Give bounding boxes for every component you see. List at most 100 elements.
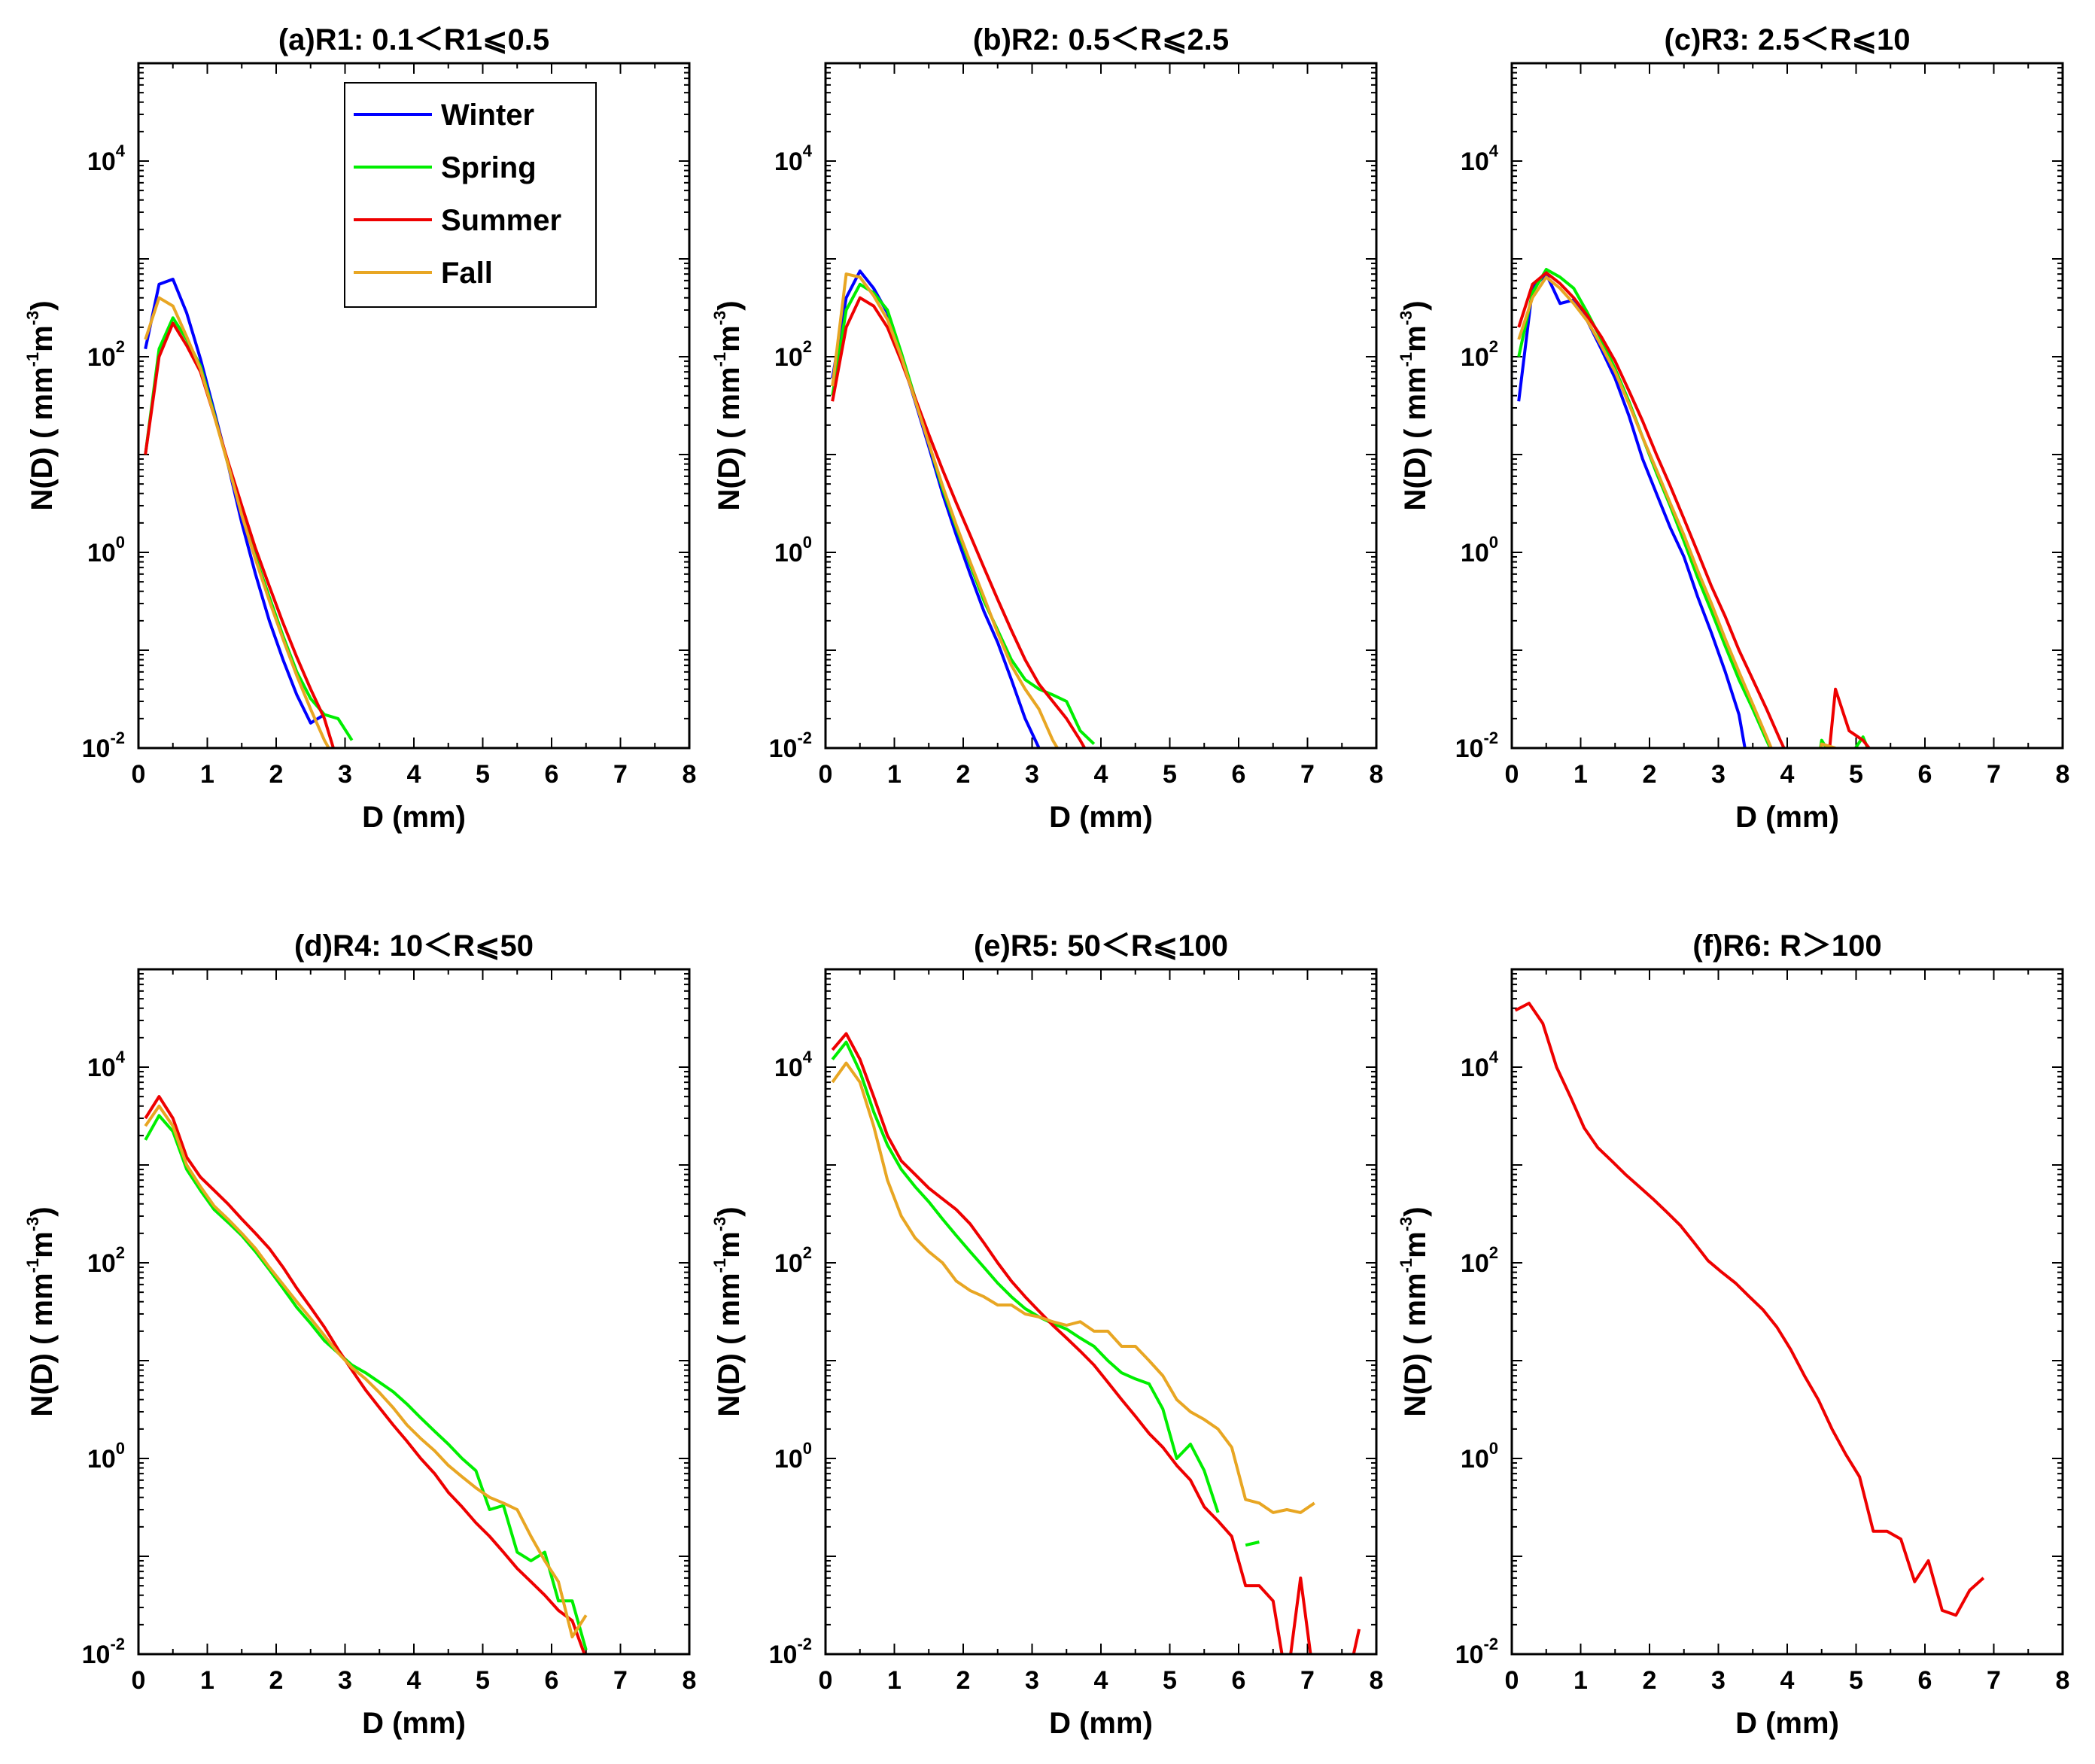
x-tick-label: 4 bbox=[1780, 1666, 1795, 1695]
x-tick-label: 5 bbox=[476, 1666, 490, 1695]
x-axis-label: D (mm) bbox=[1049, 801, 1153, 834]
x-tick-label: 0 bbox=[1505, 760, 1519, 789]
x-tick-label: 5 bbox=[1163, 1666, 1177, 1695]
legend: Winter Spring Summer Fall bbox=[344, 82, 597, 308]
x-tick-label: 0 bbox=[132, 1666, 146, 1695]
y-tick-label: 102 bbox=[1461, 1243, 1498, 1278]
x-tick-label: 3 bbox=[1025, 1666, 1039, 1695]
legend-box bbox=[344, 82, 597, 308]
chart-panel-2: 10-2 100 102 104 0 1 2 3 4 5 6 7 8 (c)R3: 2.5＜R⩽10 D (… bbox=[1397, 23, 2070, 834]
y-tick-label: 100 bbox=[87, 533, 125, 567]
x-tick-label: 3 bbox=[1025, 760, 1039, 789]
chart-title: (a)R1: 0.1＜R1⩽0.5 bbox=[278, 23, 549, 56]
x-tick-label: 7 bbox=[1300, 760, 1315, 789]
x-tick-label: 2 bbox=[1643, 760, 1657, 789]
axes-box bbox=[137, 62, 691, 750]
chart-panel-1: 10-2 100 102 104 0 1 2 3 4 5 6 7 8 (b)R2: 0.5＜R⩽2.5 D … bbox=[710, 23, 1383, 834]
y-tick-label: 10-2 bbox=[82, 1635, 125, 1669]
series-line-fall bbox=[831, 1061, 1315, 1514]
series-line-fall bbox=[144, 296, 331, 748]
y-tick-label: 104 bbox=[774, 141, 813, 176]
x-tick-label: 0 bbox=[132, 760, 146, 789]
x-axis-label: D (mm) bbox=[1735, 801, 1839, 834]
series-line-fall bbox=[1517, 275, 1836, 748]
series-line-fall bbox=[144, 1104, 588, 1639]
x-tick-label: 1 bbox=[887, 760, 902, 789]
series-line-spring bbox=[1517, 268, 1870, 748]
x-tick-label: 5 bbox=[1849, 1666, 1863, 1695]
x-tick-label: 0 bbox=[1505, 1666, 1519, 1695]
chart-title: (f)R6: R＞100 bbox=[1692, 929, 1881, 963]
y-tick-label: 100 bbox=[87, 1439, 125, 1474]
axes-box bbox=[824, 968, 1378, 1656]
y-axis-label: N(D) ( mm-1m-3) bbox=[23, 1206, 59, 1416]
x-axis-label: D (mm) bbox=[362, 1707, 466, 1740]
x-tick-label: 8 bbox=[1370, 760, 1384, 789]
y-tick-label: 10-2 bbox=[769, 728, 812, 763]
y-tick-label: 104 bbox=[87, 141, 126, 176]
x-tick-label: 1 bbox=[1574, 1666, 1588, 1695]
x-tick-label: 8 bbox=[2056, 760, 2070, 789]
x-tick-label: 4 bbox=[1094, 760, 1108, 789]
series-line-summer bbox=[144, 1095, 586, 1654]
x-tick-label: 6 bbox=[1918, 760, 1932, 789]
x-tick-label: 3 bbox=[338, 1666, 352, 1695]
x-tick-label: 5 bbox=[1163, 760, 1177, 789]
x-tick-label: 6 bbox=[1232, 1666, 1246, 1695]
y-tick-label: 104 bbox=[1461, 141, 1499, 176]
y-tick-label: 102 bbox=[774, 1243, 812, 1278]
x-tick-label: 7 bbox=[1300, 1666, 1315, 1695]
y-tick-label: 104 bbox=[774, 1048, 813, 1082]
x-tick-label: 4 bbox=[407, 760, 421, 789]
x-tick-label: 1 bbox=[200, 760, 214, 789]
series-line-spring bbox=[831, 1040, 1220, 1513]
series-line-summer bbox=[1352, 1629, 1361, 1654]
series-line-winter bbox=[1517, 272, 1747, 748]
y-tick-label: 10-2 bbox=[82, 728, 125, 763]
series-line-winter bbox=[831, 269, 1041, 748]
chart-panel-3: 10-2 100 102 104 0 1 2 3 4 5 6 7 8 (d)R4: 10＜R⩽50 D (m… bbox=[23, 929, 696, 1740]
x-tick-label: 7 bbox=[1987, 1666, 2001, 1695]
axes-box bbox=[824, 62, 1378, 750]
y-tick-label: 100 bbox=[774, 1439, 812, 1474]
chart-title: (d)R4: 10＜R⩽50 bbox=[294, 929, 534, 963]
chart-panel-0: 10-2 100 102 104 0 1 2 3 4 5 6 7 8 (a)R1: 0.1＜R1⩽0.5 D… bbox=[23, 23, 696, 834]
y-axis-label: N(D) ( mm-1m-3) bbox=[710, 300, 746, 510]
y-tick-label: 100 bbox=[1461, 1439, 1498, 1474]
x-axis-label: D (mm) bbox=[1049, 1707, 1153, 1740]
series-line-spring bbox=[1245, 1540, 1260, 1547]
x-tick-label: 1 bbox=[1574, 760, 1588, 789]
x-axis-label: D (mm) bbox=[1735, 1707, 1839, 1740]
x-tick-label: 7 bbox=[613, 760, 628, 789]
series-line-summer bbox=[144, 321, 336, 748]
x-tick-label: 2 bbox=[1643, 1666, 1657, 1695]
legend-label-winter: Winter bbox=[441, 99, 534, 132]
chart-title: (c)R3: 2.5＜R⩽10 bbox=[1665, 23, 1911, 56]
x-tick-label: 7 bbox=[613, 1666, 628, 1695]
x-tick-label: 3 bbox=[1711, 760, 1726, 789]
chart-title: (b)R2: 0.5＜R⩽2.5 bbox=[973, 23, 1229, 56]
x-tick-label: 5 bbox=[476, 760, 490, 789]
legend-label-summer: Summer bbox=[441, 204, 561, 237]
series-line-spring bbox=[144, 1114, 588, 1651]
y-tick-label: 102 bbox=[1461, 337, 1498, 372]
series-line-summer bbox=[831, 296, 1087, 748]
series-line-summer bbox=[1514, 1002, 1985, 1617]
x-tick-label: 3 bbox=[338, 760, 352, 789]
x-tick-label: 6 bbox=[545, 1666, 559, 1695]
x-axis-label: D (mm) bbox=[362, 801, 466, 834]
x-tick-label: 8 bbox=[2056, 1666, 2070, 1695]
x-tick-label: 2 bbox=[269, 1666, 284, 1695]
axes-box bbox=[1510, 968, 2064, 1656]
chart-title: (e)R5: 50＜R⩽100 bbox=[974, 929, 1228, 963]
chart-panel-5: 10-2 100 102 104 0 1 2 3 4 5 6 7 8 (f)R6: R＞100 D (mm)… bbox=[1397, 929, 2069, 1740]
x-tick-label: 6 bbox=[545, 760, 559, 789]
x-tick-label: 5 bbox=[1849, 760, 1863, 789]
y-tick-label: 102 bbox=[87, 337, 125, 372]
series-line-summer bbox=[1517, 271, 1872, 748]
x-tick-label: 4 bbox=[407, 1666, 421, 1695]
x-tick-label: 3 bbox=[1711, 1666, 1726, 1695]
x-tick-label: 0 bbox=[819, 760, 833, 789]
x-tick-label: 4 bbox=[1780, 760, 1795, 789]
